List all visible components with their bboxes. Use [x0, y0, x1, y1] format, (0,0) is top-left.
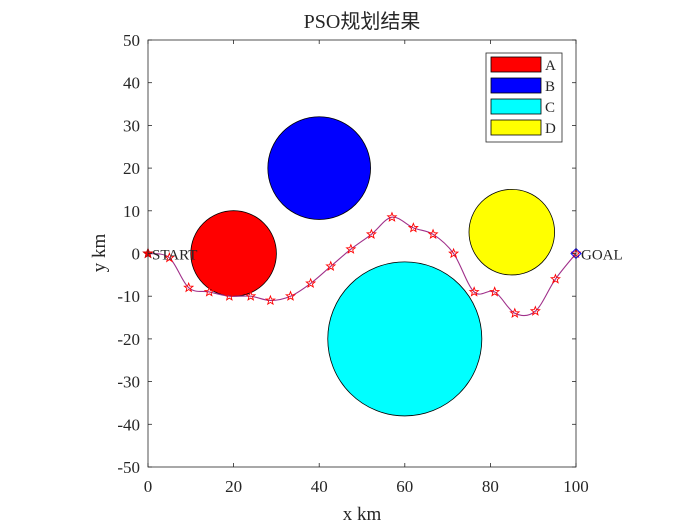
y-tick-label: -40	[117, 415, 140, 434]
legend-swatch-d	[490, 119, 542, 136]
x-tick-label: 0	[144, 477, 153, 496]
x-tick-label: 80	[482, 477, 499, 496]
path-marker	[386, 211, 398, 222]
chart-title: PSO规划结果	[304, 10, 421, 33]
obstacle-d	[468, 188, 555, 276]
path-marker	[448, 247, 460, 259]
path-marker	[203, 286, 215, 297]
y-tick-label: 30	[123, 116, 140, 135]
y-tick-label: 0	[132, 245, 141, 264]
y-tick-label: -50	[117, 458, 140, 477]
obstacle-b	[267, 116, 371, 220]
path-marker	[245, 290, 257, 301]
obstacle-a	[190, 210, 277, 297]
y-tick-label: 20	[123, 159, 140, 178]
path-marker	[427, 228, 439, 239]
path-marker	[264, 294, 276, 306]
x-axis-label: x km	[343, 504, 382, 525]
legend-swatch-c	[490, 98, 542, 115]
obstacles-layer	[190, 116, 555, 417]
path-marker	[223, 290, 235, 301]
path-marker	[325, 260, 337, 271]
path-marker	[183, 281, 195, 293]
start-label: START	[152, 248, 197, 264]
y-tick-label: 50	[123, 31, 140, 50]
path-marker	[549, 273, 561, 284]
legend-label-a: A	[545, 58, 556, 74]
x-tick-label: 100	[563, 477, 589, 496]
path-marker	[365, 228, 377, 239]
path-marker	[285, 290, 297, 301]
obstacle-c	[327, 261, 483, 417]
path-marker	[345, 243, 357, 254]
path-marker	[163, 251, 175, 263]
path-marker	[529, 305, 541, 316]
path-marker	[305, 277, 317, 289]
legend-swatch-a	[490, 56, 542, 73]
path-marker	[468, 286, 480, 297]
path-marker	[407, 222, 419, 233]
y-tick-label: 10	[123, 202, 140, 221]
path-layer: START GOAL	[142, 211, 623, 318]
y-tick-label: -10	[117, 287, 140, 306]
path-marker	[509, 307, 521, 318]
legend-label-c: C	[545, 100, 555, 116]
x-tick-label: 40	[311, 477, 328, 496]
legend-swatch-b	[490, 77, 542, 94]
path-marker	[489, 286, 501, 297]
x-tick-label: 20	[225, 477, 242, 496]
path-line	[147, 216, 577, 317]
y-axis-label: y km	[89, 234, 110, 273]
y-tick-label: -30	[117, 373, 140, 392]
x-tick-label: 60	[396, 477, 413, 496]
legend-label-b: B	[545, 79, 555, 95]
goal-label: GOAL	[581, 248, 623, 264]
y-tick-label: -20	[117, 330, 140, 349]
y-tick-label: 40	[123, 74, 140, 93]
legend-label-d: D	[545, 121, 556, 137]
